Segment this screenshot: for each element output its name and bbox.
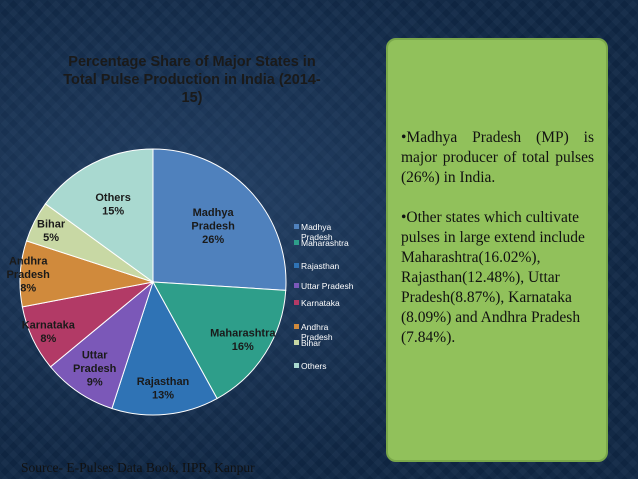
legend-label-madhya-pradesh: Madhya Pradesh <box>301 222 333 242</box>
chart-title-line: Total Pulse Production in India (2014- <box>63 72 321 88</box>
chart-title-line: 15) <box>182 90 203 106</box>
data-label-name: Maharashtra <box>210 327 276 339</box>
callout-bullet-mp: •Madhya Pradesh (MP) is major producer o… <box>401 129 594 186</box>
data-label-value: 26% <box>202 234 224 246</box>
data-label-value: 8% <box>40 333 56 345</box>
summary-callout: •Madhya Pradesh (MP) is major producer o… <box>386 38 608 462</box>
data-label-name: Rajasthan <box>137 376 190 388</box>
pie-slice-maharashtra <box>152 281 287 400</box>
legend-swatch-maharashtra <box>294 240 299 245</box>
chart-title: Percentage Share of Major States in Total… <box>63 54 321 106</box>
legend-label-line: Rajasthan <box>301 261 340 271</box>
data-label-maharashtra: Maharashtra 16% <box>210 327 276 353</box>
legend-swatch-others <box>294 363 299 368</box>
legend-label-line: Bihar <box>301 338 321 348</box>
data-label-name: Madhya <box>193 207 235 219</box>
legend-label-line: Madhya <box>301 222 332 232</box>
data-label-uttar-pradesh: Uttar Pradesh 9% <box>73 349 117 388</box>
legend-swatch-bihar <box>294 340 299 345</box>
legend-swatch-andhra-pradesh <box>294 324 299 329</box>
legend-label-line: Pradesh <box>301 232 333 242</box>
legend-label-line: Andhra <box>301 322 329 332</box>
legend-swatch-uttar-pradesh <box>294 283 299 288</box>
legend-label-others: Others <box>301 361 327 371</box>
pie-slice-others <box>44 148 154 283</box>
data-label-name: Bihar <box>37 218 66 230</box>
data-label-value: 16% <box>232 341 254 353</box>
chart-title-text: Percentage Share of Major States in Total… <box>63 54 321 106</box>
legend-label-bihar: Bihar <box>301 338 321 348</box>
data-label-name: Pradesh <box>6 269 50 281</box>
data-label-value: 5% <box>43 232 59 244</box>
data-label-bihar: Bihar 5% <box>37 218 66 244</box>
data-label-value: 9% <box>87 376 103 388</box>
legend-label-line: Uttar Pradesh <box>301 281 354 291</box>
data-label-name: Pradesh <box>191 221 235 233</box>
chart-title-line: Percentage Share of Major States in <box>68 54 315 70</box>
data-label-name: Andhra <box>9 256 48 268</box>
legend-label-line: Maharashtra <box>301 238 349 248</box>
pie-data-labels: Madhya Pradesh 26%Maharashtra 16%Rajasthan 1… <box>6 192 276 402</box>
callout-bullet-other-states: •Other states which cultivate pulses in … <box>401 209 585 346</box>
data-label-others: Others 15% <box>95 192 130 218</box>
legend-swatch-karnataka <box>294 300 299 305</box>
legend-label-line: Pradesh <box>301 332 333 342</box>
data-label-name: Others <box>95 192 130 204</box>
legend-label-maharashtra: Maharashtra <box>301 238 349 248</box>
legend-swatch-rajasthan <box>294 263 299 268</box>
legend-label-karnataka: Karnataka <box>301 298 340 308</box>
data-label-madhya-pradesh: Madhya Pradesh 26% <box>191 207 235 246</box>
legend-label-line: Others <box>301 361 327 371</box>
data-label-name: Pradesh <box>73 363 117 375</box>
data-label-name: Karnataka <box>22 320 76 332</box>
data-label-value: 13% <box>152 390 174 402</box>
data-label-andhra-pradesh: Andhra Pradesh 8% <box>6 256 50 295</box>
data-label-karnataka: Karnataka 8% <box>22 320 76 346</box>
pie-slice-rajasthan <box>111 280 218 416</box>
legend-label-line: Karnataka <box>301 298 340 308</box>
legend-swatch-madhya-pradesh <box>294 224 299 229</box>
data-label-rajasthan: Rajasthan 13% <box>137 376 190 402</box>
pie-slice-madhya-pradesh <box>152 148 287 291</box>
data-label-name: Uttar <box>82 349 108 361</box>
data-label-value: 15% <box>102 206 124 218</box>
legend-label-andhra-pradesh: Andhra Pradesh <box>301 322 333 342</box>
source-note: Source- E-Pulses Data Book, IIPR, Kanpur <box>21 460 255 475</box>
pie-slices <box>19 148 287 416</box>
legend-label-uttar-pradesh: Uttar Pradesh <box>301 281 354 291</box>
data-label-value: 8% <box>20 283 36 295</box>
legend-label-rajasthan: Rajasthan <box>301 261 340 271</box>
